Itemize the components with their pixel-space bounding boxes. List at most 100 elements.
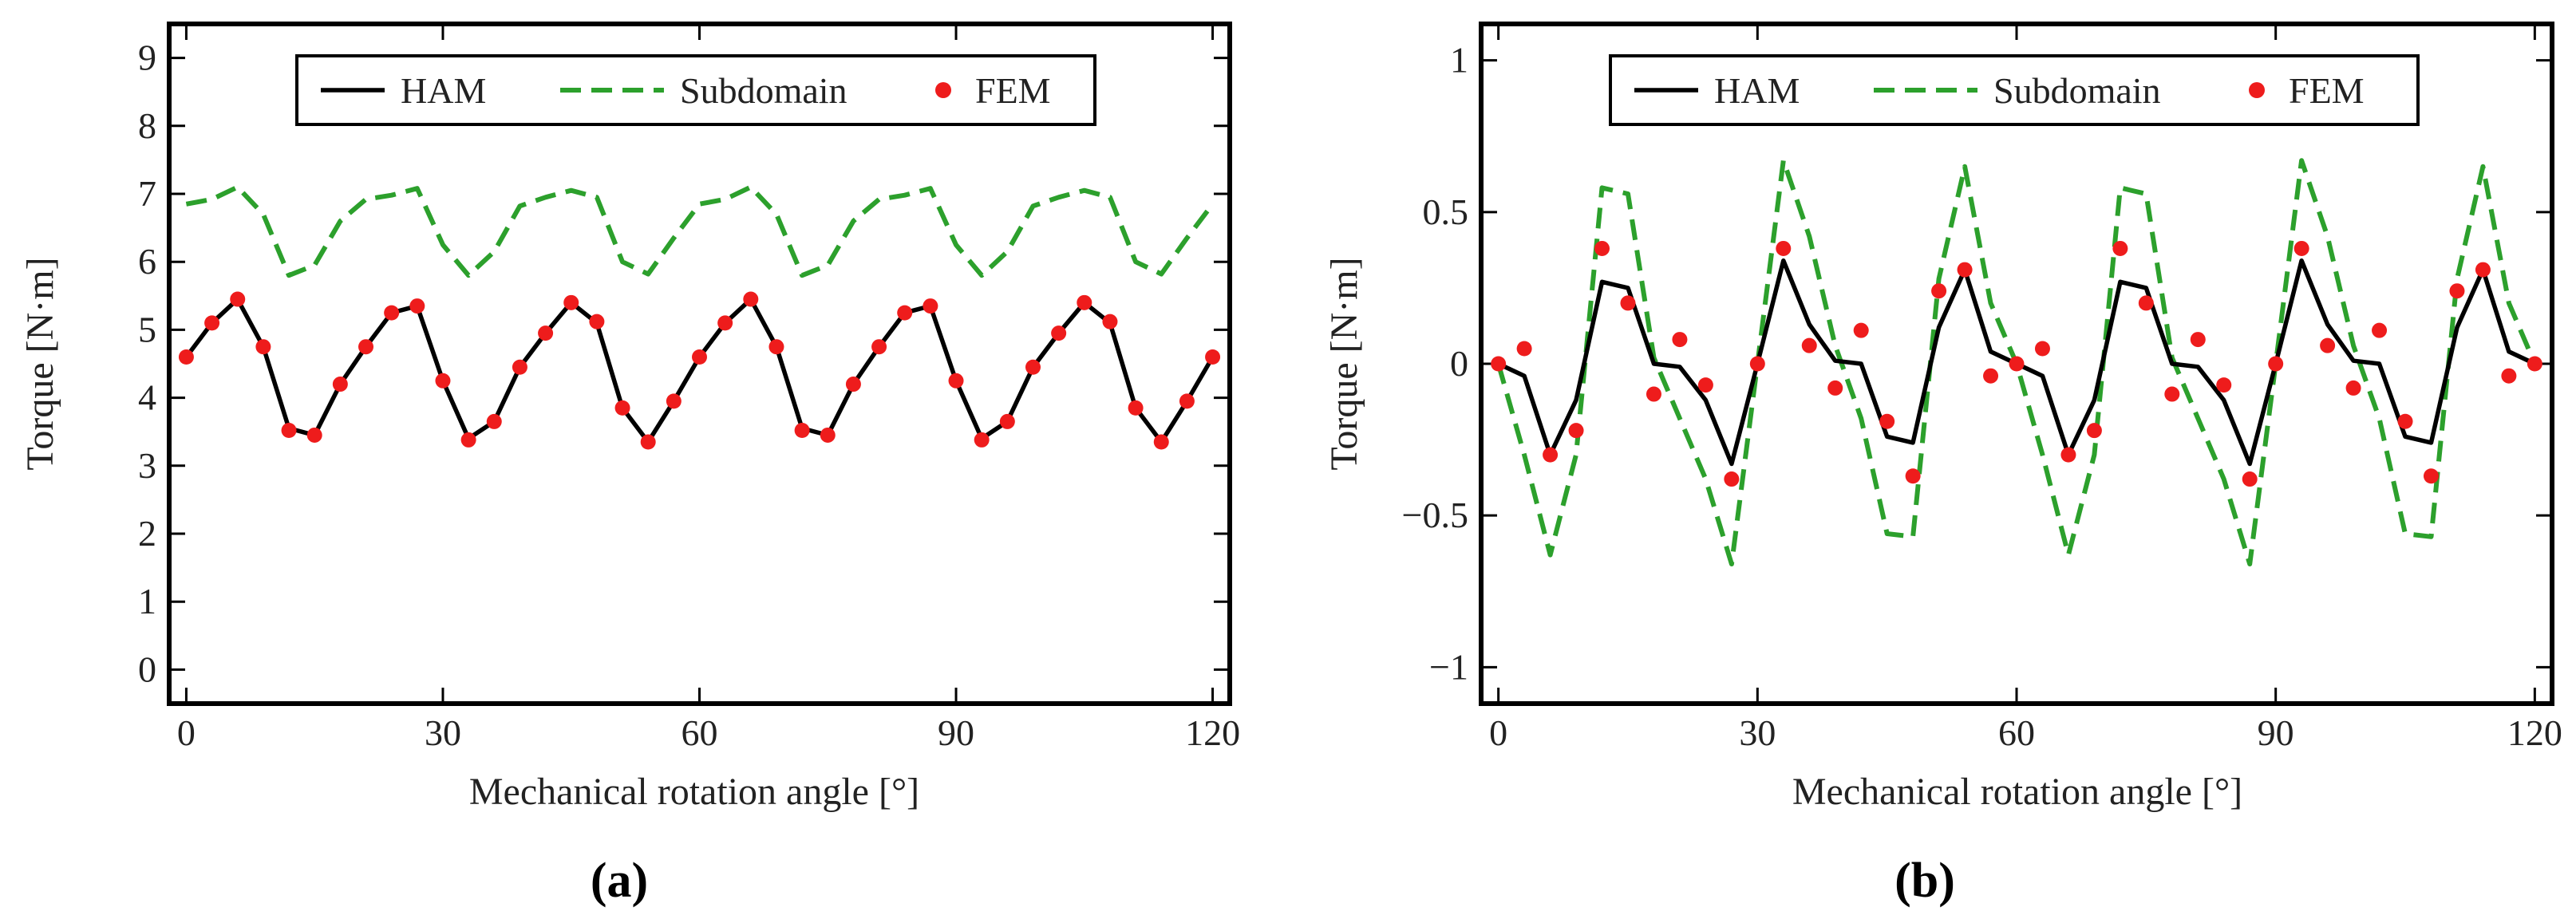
x-axis-title-b: Mechanical rotation angle [°]: [1792, 771, 2242, 813]
y-tick-label-a: 2: [138, 513, 156, 554]
fem-point-a: [460, 432, 476, 448]
fem-point-b: [2190, 332, 2206, 348]
fem-point-a: [743, 291, 759, 307]
fem-point-b: [1543, 447, 1559, 463]
fem-point-b: [1905, 468, 1921, 484]
plot-frame-a: [167, 22, 1232, 706]
fem-point-b: [2086, 423, 2102, 439]
fem-point-a: [1025, 359, 1041, 375]
y-tick-label-b: −1: [1429, 646, 1468, 687]
fem-point-a: [589, 314, 605, 329]
x-tick-label-a: 0: [177, 712, 196, 753]
y-tick-label-a: 6: [138, 241, 156, 282]
fem-point-b: [1931, 283, 1947, 299]
fem-point-a: [666, 393, 682, 409]
x-tick-label-b: 0: [1489, 712, 1507, 753]
y-axis-title-a: Torque [N·m]: [19, 257, 61, 470]
fem-point-b: [1620, 295, 1636, 311]
y-tick-label-a: 5: [138, 309, 156, 349]
fem-point-b: [1491, 356, 1507, 372]
fem-point-a: [923, 298, 938, 314]
y-axis-title-b: Torque [N·m]: [1323, 257, 1365, 470]
fem-point-b: [2397, 413, 2413, 429]
fem-point-b: [1672, 332, 1688, 348]
fem-point-a: [1051, 325, 1067, 341]
fem-point-a: [230, 291, 246, 307]
fem-point-b: [1697, 377, 1713, 393]
fem-point-b: [1516, 341, 1532, 357]
legend-label-ham-b: HAM: [1714, 70, 1800, 111]
x-tick-label-b: 60: [1998, 712, 2035, 753]
fem-point-b: [2320, 337, 2336, 353]
x-tick-label-b: 30: [1739, 712, 1776, 753]
fem-point-a: [281, 422, 297, 438]
legend-label-subdomain-a: Subdomain: [680, 70, 847, 111]
fem-point-a: [794, 422, 810, 438]
fem-point-a: [897, 305, 913, 321]
fem-point-a: [1102, 314, 1118, 329]
fem-point-a: [358, 339, 374, 355]
y-tick-label-a: 3: [138, 445, 156, 486]
fem-point-a: [768, 339, 784, 355]
x-tick-label-b: 120: [2507, 712, 2562, 753]
fem-point-a: [332, 377, 348, 392]
y-tick-label-b: 1: [1450, 40, 1468, 81]
panel-label-a: (a): [591, 854, 648, 908]
x-axis-title-a: Mechanical rotation angle [°]: [469, 771, 919, 813]
legend-swatch-fem-b: [2249, 82, 2265, 98]
fem-point-a: [435, 373, 451, 389]
fem-point-a: [255, 339, 271, 355]
fem-point-b: [1983, 368, 1999, 384]
fem-point-b: [2009, 356, 2025, 372]
fem-point-a: [512, 359, 527, 375]
fem-point-a: [820, 427, 836, 443]
fem-point-a: [999, 413, 1015, 429]
fem-point-b: [2216, 377, 2232, 393]
x-tick-label-a: 90: [938, 712, 974, 753]
fem-point-b: [2242, 471, 2258, 487]
fem-point-a: [1128, 400, 1144, 416]
fem-point-b: [2164, 386, 2180, 402]
fem-point-a: [178, 349, 194, 365]
fem-point-b: [2449, 283, 2465, 299]
fem-point-b: [2034, 341, 2050, 357]
fem-point-b: [2527, 356, 2542, 372]
fem-point-a: [1077, 294, 1092, 310]
fem-point-b: [2501, 368, 2517, 384]
y-tick-label-a: 9: [138, 37, 156, 78]
fem-point-a: [538, 325, 554, 341]
legend-label-ham-a: HAM: [401, 70, 486, 111]
fem-point-a: [306, 427, 322, 443]
panel-label-b: (b): [1894, 854, 1955, 908]
legend-label-fem-b: FEM: [2289, 70, 2365, 111]
fem-point-b: [1568, 423, 1584, 439]
fem-point-b: [2345, 380, 2361, 396]
fem-point-a: [717, 315, 733, 331]
y-tick-label-b: −0.5: [1402, 495, 1468, 535]
fem-point-a: [640, 434, 656, 450]
legend-a: HAM Subdomain FEM: [295, 54, 1096, 126]
y-tick-label-a: 7: [138, 173, 156, 214]
fem-point-a: [871, 339, 887, 355]
fem-point-a: [1205, 349, 1221, 365]
y-tick-label-a: 4: [138, 377, 156, 418]
fem-point-a: [486, 413, 502, 429]
chart-panel-a: 0 30 60 90 120 0 1 2 3 4 5 6 7 8 9 HAM Subdomain FEM Mecha…: [19, 22, 1240, 908]
fem-point-a: [384, 305, 400, 321]
fem-point-b: [2475, 262, 2491, 278]
fem-point-b: [1594, 240, 1610, 256]
legend-b: HAM Subdomain FEM: [1609, 54, 2420, 126]
fem-point-a: [845, 377, 861, 392]
fem-point-b: [1801, 337, 1817, 353]
fem-point-a: [563, 294, 579, 310]
fem-point-b: [1724, 471, 1740, 487]
fem-point-b: [1776, 240, 1792, 256]
y-tick-label-b: 0: [1450, 343, 1468, 384]
fem-point-a: [1179, 393, 1195, 409]
fem-point-a: [948, 373, 964, 389]
y-tick-label-a: 1: [138, 581, 156, 621]
y-tick-label-b: 0.5: [1423, 191, 1469, 232]
y-tick-label-a: 0: [138, 649, 156, 689]
legend-box-a: [295, 54, 1096, 126]
